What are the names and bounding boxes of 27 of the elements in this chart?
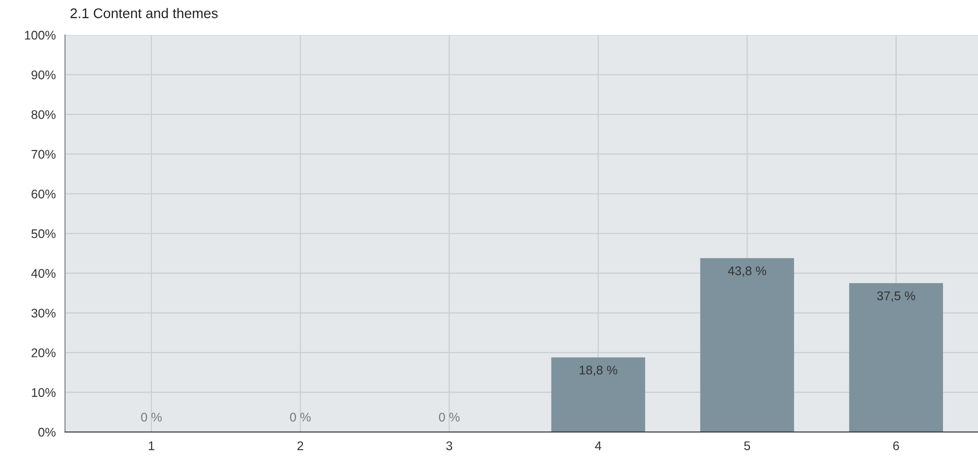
- y-tick-label: 90%: [32, 70, 56, 80]
- x-tick-label: 4: [595, 441, 602, 450]
- x-tick-label: 5: [744, 441, 750, 450]
- y-tick-label: 10%: [32, 388, 56, 397]
- y-tick-label: 30%: [31, 308, 56, 318]
- y-tick-label: 80%: [32, 110, 56, 120]
- y-tick-label: 20%: [32, 348, 56, 358]
- data-label: 43,8 %: [728, 266, 766, 277]
- data-label: 37,5 %: [877, 291, 916, 302]
- x-tick-label: 3: [446, 441, 452, 450]
- y-tick-label: 50%: [31, 229, 56, 238]
- x-tick-label: 1: [148, 441, 154, 450]
- data-label: 0 %: [438, 412, 460, 422]
- bar: [551, 357, 646, 432]
- x-tick-label: 2: [297, 441, 304, 450]
- x-tick-label: 6: [893, 441, 900, 450]
- y-tick-label: 70%: [32, 150, 56, 159]
- y-tick-label: 100%: [24, 30, 56, 40]
- data-label: 18,8 %: [580, 366, 618, 376]
- y-tick-label: 0%: [38, 428, 56, 437]
- chart-title: 2.1 Content and themes: [70, 8, 218, 18]
- bar: [700, 258, 794, 432]
- bar: [849, 283, 943, 432]
- y-tick-label: 40%: [31, 269, 56, 278]
- y-tick-label: 60%: [32, 190, 56, 198]
- data-label: 0 %: [141, 412, 162, 422]
- data-label: 0 %: [290, 412, 311, 422]
